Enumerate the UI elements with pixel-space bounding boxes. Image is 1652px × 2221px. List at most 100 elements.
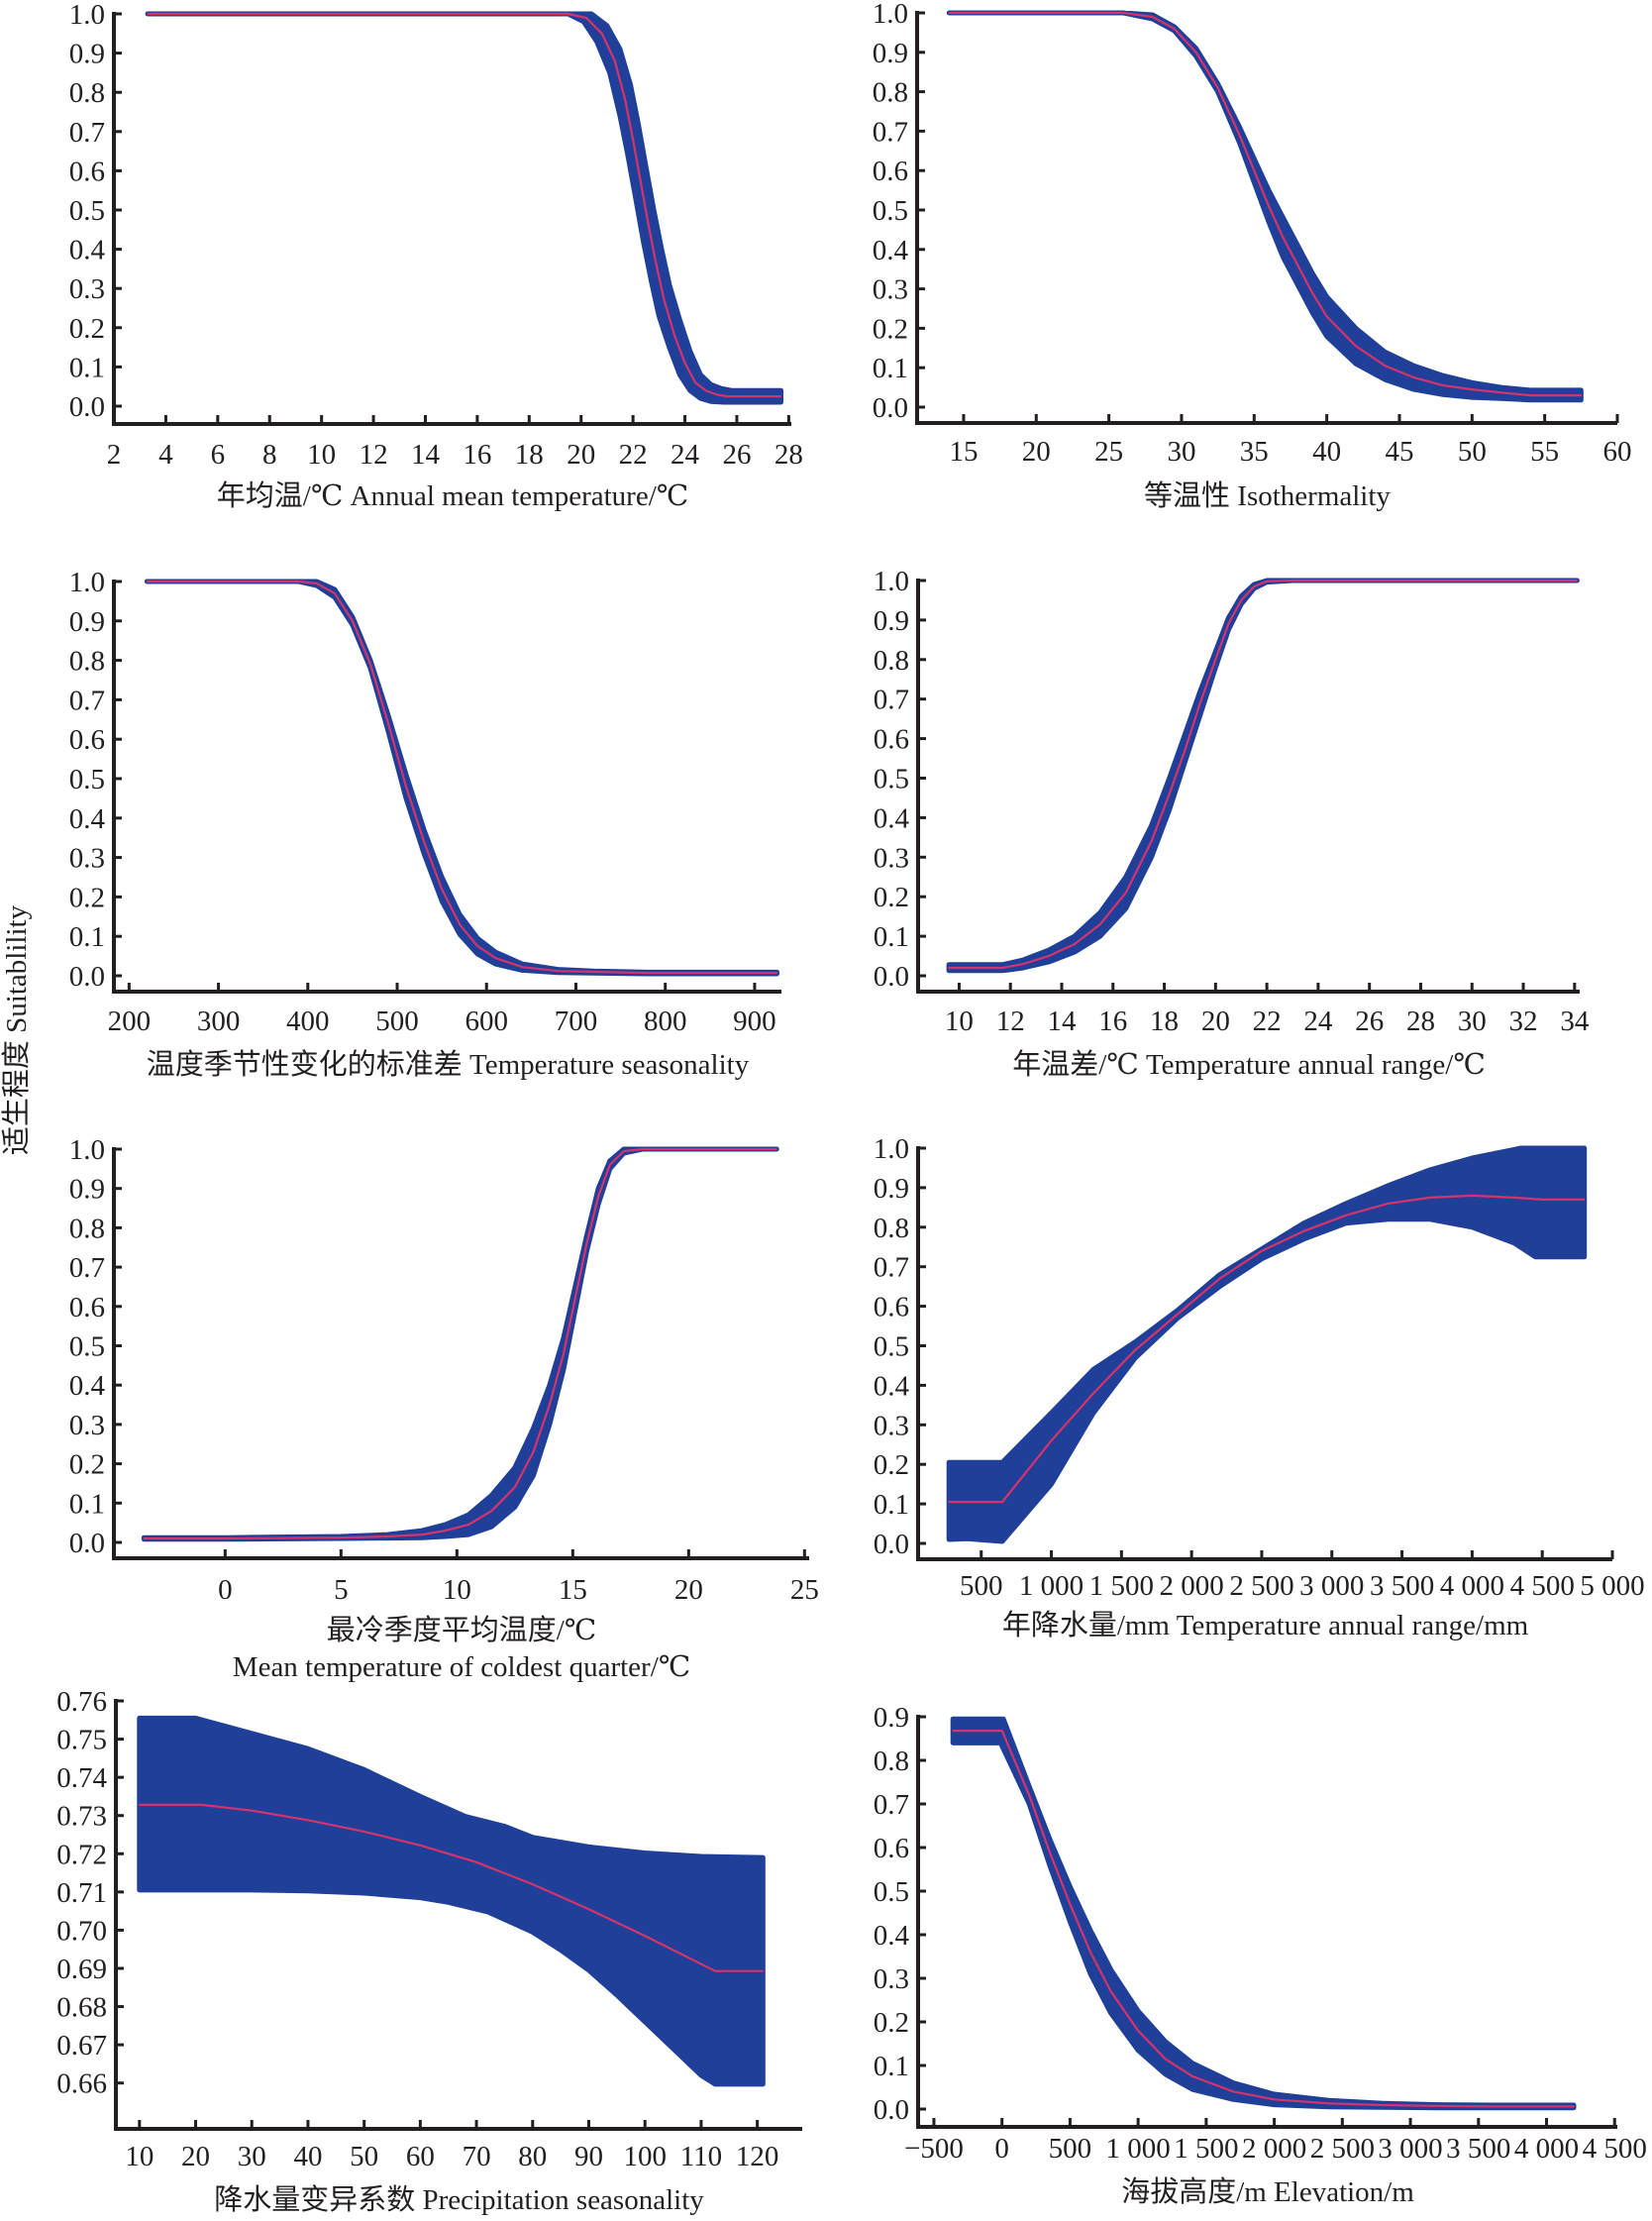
x-tick-label: 22: [1253, 1005, 1282, 1037]
x-tick-label: 5 000: [1580, 1570, 1644, 1602]
y-tick-label: 1.0: [874, 566, 909, 597]
y-tick-label: 0.5: [874, 1876, 909, 1908]
data-point: [592, 971, 595, 973]
y-tick-label: 0.5: [69, 195, 105, 227]
y-tick-label: 0.8: [874, 645, 909, 677]
y-tick-label: 0.9: [874, 1173, 909, 1205]
data-point: [1325, 315, 1328, 318]
x-tick-label: 120: [736, 2141, 779, 2172]
data-point: [1227, 623, 1230, 625]
x-tick-label: 25: [790, 1574, 819, 1606]
axes: [915, 11, 1617, 425]
data-point: [423, 840, 425, 843]
x-tick-label: 4 000: [1514, 2133, 1579, 2165]
data-point: [1184, 749, 1187, 752]
data-point: [1384, 365, 1387, 368]
data-point: [1194, 52, 1197, 53]
data-point: [1122, 12, 1125, 14]
data-point: [640, 181, 642, 184]
data-point: [1573, 2105, 1575, 2108]
confidence-band: [144, 1149, 777, 1539]
data-point: [644, 1935, 646, 1937]
x-tick-label: 6: [211, 439, 226, 471]
y-tick-label: 0.4: [874, 1920, 910, 1952]
y-tick-label: 0.1: [69, 921, 105, 953]
y-tick-label: 0.2: [69, 882, 105, 913]
data-point: [624, 99, 627, 101]
data-point: [441, 888, 443, 891]
data-point: [251, 1809, 253, 1812]
data-point: [1442, 384, 1444, 386]
x-axis-title: 年均温/℃ Annual mean temperature/℃: [217, 479, 688, 512]
y-tick-label: 0.2: [873, 313, 908, 345]
x-tick-label: 80: [518, 2141, 547, 2172]
data-point: [352, 620, 354, 622]
x-axis-title: 等温性 Isothermality: [1144, 479, 1391, 512]
data-point: [1345, 1215, 1347, 1216]
y-tick-label: 0.2: [69, 1449, 105, 1481]
x-tick-label: 35: [1240, 436, 1269, 468]
y-tick-label: 0.0: [69, 391, 105, 423]
x-tick-label: 3 000: [1378, 2133, 1442, 2165]
data-point: [609, 1164, 611, 1166]
y-tick-label: 0.4: [69, 1370, 106, 1402]
data-point: [655, 264, 658, 266]
x-tick-label: 25: [1094, 436, 1123, 468]
y-tick-label: 0.3: [69, 843, 105, 875]
y-tick-label: 0.0: [69, 1528, 105, 1559]
y-tick-label: 0.2: [874, 882, 909, 913]
x-tick-label: 26: [1355, 1005, 1384, 1037]
x-tick-label: 10: [945, 1005, 974, 1037]
x-tick-label: 300: [197, 1005, 241, 1037]
x-axis-title: 年降水量/mm Temperature annual range/mm: [1002, 1609, 1529, 1641]
x-tick-label: 26: [722, 439, 751, 471]
data-point: [490, 1510, 493, 1512]
data-point: [334, 592, 336, 594]
x-tick-label: 28: [774, 439, 803, 471]
y-tick-label: 0.1: [874, 921, 909, 953]
data-point: [948, 12, 951, 14]
x-tick-label: 20: [567, 439, 595, 471]
confidence-band-edge: [137, 1715, 766, 2087]
y-tick-label: 0.4: [874, 802, 910, 834]
mean-response-line: [139, 1803, 764, 1972]
data-point: [514, 1486, 516, 1489]
data-point: [1327, 2102, 1330, 2105]
data-point: [585, 17, 587, 19]
x-tick-label: 20: [674, 1574, 703, 1606]
data-point: [1001, 967, 1004, 969]
x-tick-label: 2: [107, 439, 122, 471]
x-tick-label: 2 500: [1229, 1570, 1293, 1602]
x-tick-label: 55: [1530, 436, 1559, 468]
x-tick-label: 4: [158, 439, 173, 471]
x-tick-label: 8: [262, 439, 277, 471]
y-tick-label: 0.0: [874, 961, 909, 993]
x-tick-label: 18: [1150, 1005, 1179, 1037]
data-point: [1355, 345, 1357, 348]
y-tick-label: 0.0: [874, 1529, 909, 1560]
x-tick-label: 40: [1312, 436, 1341, 468]
data-point: [673, 334, 675, 337]
y-tick-label: 0.5: [69, 764, 105, 795]
y-tick-label: 0.3: [69, 1410, 105, 1441]
data-point: [585, 1242, 588, 1245]
data-point: [1291, 580, 1293, 582]
y-tick-label: 0.9: [874, 1702, 909, 1734]
data-point: [1412, 376, 1415, 378]
confidence-band-edge: [145, 11, 783, 405]
x-tick-label: 900: [733, 1005, 776, 1037]
data-point: [475, 1861, 477, 1863]
y-tick-label: 0.6: [874, 1833, 909, 1864]
data-point: [715, 393, 717, 395]
data-point: [1000, 1730, 1003, 1732]
y-tick-label: 1.0: [874, 1133, 909, 1165]
y-tick-label: 0.69: [56, 1954, 107, 1985]
y-tick-label: 0.1: [874, 2051, 909, 2082]
x-tick-label: 500: [960, 1570, 1003, 1602]
data-point: [362, 1831, 365, 1833]
x-tick-label: 12: [360, 439, 388, 471]
x-tick-label: 1 500: [1174, 2133, 1238, 2165]
data-point: [494, 957, 497, 959]
data-point: [1583, 1199, 1586, 1201]
